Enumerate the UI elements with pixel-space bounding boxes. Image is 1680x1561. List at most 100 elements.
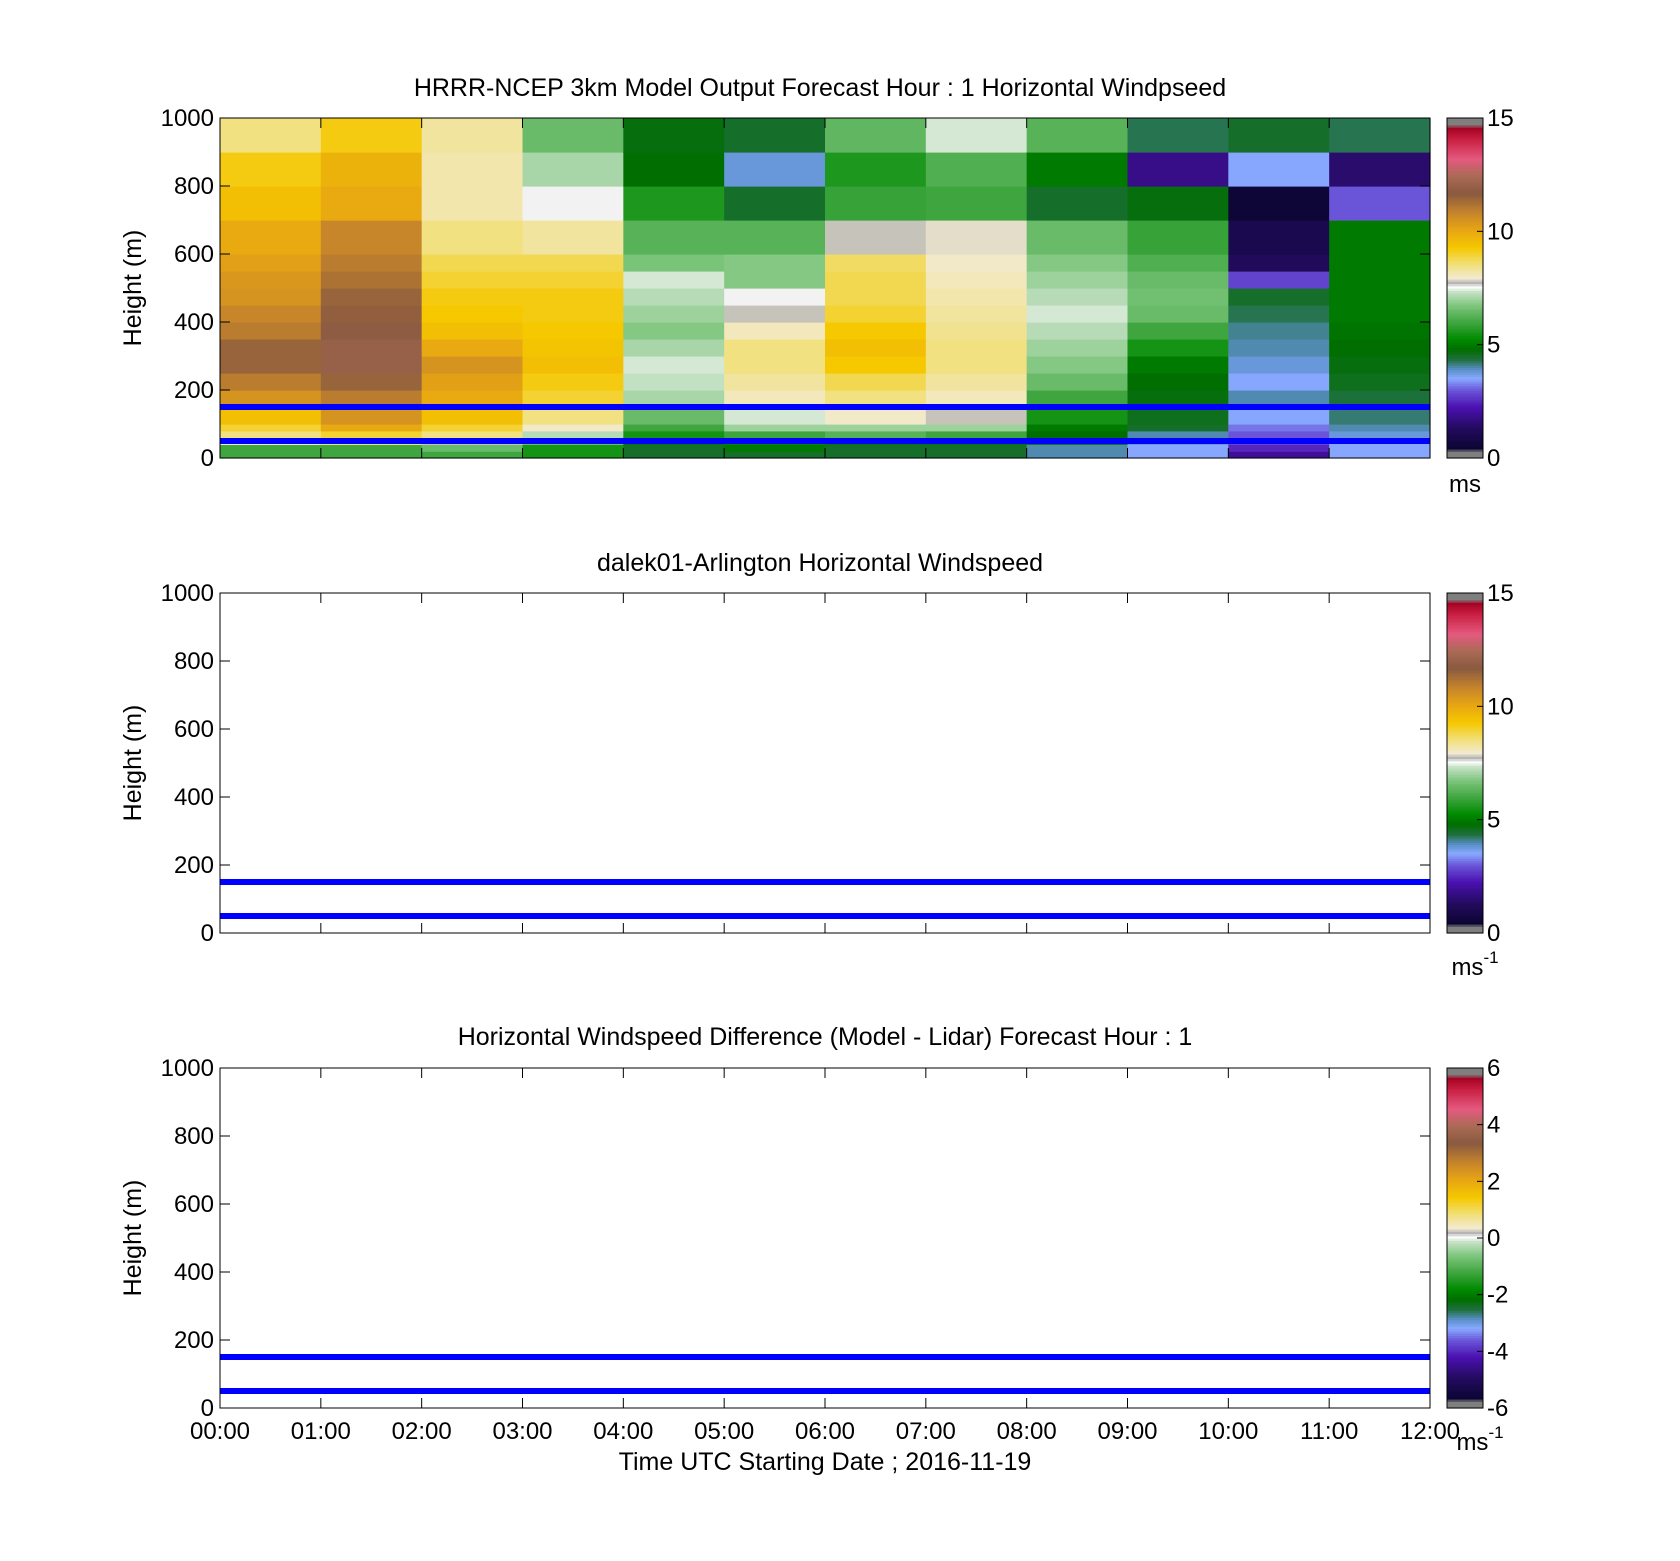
colorbar-segment (1447, 654, 1483, 658)
colorbar-segment (1447, 1262, 1483, 1266)
colorbar-segment (1447, 1355, 1483, 1359)
colorbar-segment (1447, 378, 1483, 382)
colorbar-segment (1447, 235, 1483, 239)
colorbar-segment (1447, 1172, 1483, 1176)
colorbar-segment (1447, 695, 1483, 698)
colorbar-segment (1447, 1194, 1483, 1198)
colorbar-segment (1447, 131, 1483, 135)
x-tick-label: 07:00 (896, 1418, 956, 1445)
colorbar-segment (1447, 396, 1483, 400)
colorbar-tick-label: 6 (1487, 1055, 1500, 1082)
colorbar-segment (1447, 1179, 1483, 1182)
colorbar-segment (1447, 1072, 1483, 1076)
colorbar-segment (1447, 152, 1483, 155)
heatmap-cell (320, 186, 423, 221)
colorbar: 0 5 10 15 (1446, 105, 1514, 472)
colorbar-segment (1447, 697, 1483, 701)
colorbar-segment (1447, 1140, 1483, 1144)
heatmap-cell (1228, 444, 1330, 452)
y-tick-label: 800 (174, 173, 214, 200)
colorbar-segment (1447, 679, 1483, 682)
heatmap-cell (522, 424, 624, 432)
colorbar-segment (1447, 1206, 1483, 1210)
colorbar-segment (1447, 133, 1483, 137)
colorbar-segment (1447, 285, 1483, 289)
heatmap-cell (1026, 339, 1129, 357)
heatmap-cell (1127, 356, 1229, 374)
heatmap-cell (1329, 451, 1431, 459)
heatmap-cell (421, 322, 524, 340)
x-tick-label: 05:00 (694, 1418, 754, 1445)
colorbar-segment (1447, 661, 1483, 664)
colorbar-segment (1447, 681, 1483, 685)
colorbar-segment (1447, 676, 1483, 680)
colorbar-segment (1447, 1403, 1483, 1407)
colorbar-segment (1447, 281, 1483, 285)
colorbar-segment (1447, 1328, 1483, 1332)
colorbar-segment (1447, 871, 1483, 875)
colorbar-segment (1447, 765, 1483, 769)
heatmap-cell (421, 339, 524, 357)
heatmap-cell (320, 271, 423, 289)
colorbar-segment (1447, 1376, 1483, 1380)
colorbar-segment (1447, 1362, 1483, 1366)
heatmap-cell (1127, 118, 1229, 153)
colorbar-segment (1447, 1088, 1483, 1092)
colorbar-segment (1447, 1249, 1483, 1253)
colorbar-segment (1447, 763, 1483, 766)
colorbar-segment (1447, 138, 1483, 142)
colorbar-segment (1447, 210, 1483, 214)
heatmap-cell (220, 271, 322, 289)
colorbar-segment (1447, 1106, 1483, 1110)
colorbar-segment (1447, 1097, 1483, 1101)
colorbar-tick-label: 5 (1487, 332, 1500, 359)
colorbar-segment (1447, 367, 1483, 371)
heatmap-cell (220, 254, 322, 272)
heatmap-cell (724, 373, 826, 391)
axis-ticks: 0 200 400 600 800 1000 (161, 580, 1431, 947)
colorbar-tick-label: 2 (1487, 1168, 1500, 1195)
colorbar-segment (1447, 1208, 1483, 1212)
heatmap-cell (421, 407, 524, 425)
heatmap-cell (220, 430, 322, 439)
colorbar-segment (1447, 1387, 1483, 1391)
heatmap-cell (1329, 430, 1431, 439)
colorbar-segment (1447, 894, 1483, 898)
colorbar-segment (1447, 733, 1483, 737)
colorbar-segment (1447, 1405, 1483, 1409)
colorbar-segment (1447, 665, 1483, 669)
heatmap-cell (623, 444, 725, 452)
heatmap-cell (320, 152, 423, 187)
colorbar-segment (1447, 649, 1483, 653)
heatmap-cell (623, 220, 725, 255)
colorbar-segment (1447, 256, 1483, 260)
colorbar-segment (1447, 713, 1483, 716)
panel-title: HRRR-NCEP 3km Model Output Forecast Hour… (414, 74, 1226, 102)
y-tick-label: 0 (201, 445, 214, 472)
colorbar-segment (1447, 1346, 1483, 1350)
colorbar-segment (1447, 276, 1483, 280)
heatmap-cell (220, 424, 322, 432)
heatmap-cell (1329, 118, 1431, 153)
colorbar-segment (1447, 926, 1483, 930)
colorbar-segment (1447, 874, 1483, 877)
colorbar-segment (1447, 428, 1483, 432)
colorbar-segment (1447, 161, 1483, 164)
heatmap-cell (724, 356, 826, 374)
colorbar-segment (1447, 1117, 1483, 1121)
colorbar-segment (1447, 1283, 1483, 1287)
colorbar-segment (1447, 317, 1483, 321)
colorbar-tick-label: 15 (1487, 105, 1514, 132)
heatmap-cell (1026, 451, 1129, 459)
colorbar-segment (1447, 1142, 1483, 1146)
colorbar-segment (1447, 288, 1483, 291)
colorbar-segment (1447, 767, 1483, 771)
colorbar-segment (1447, 1358, 1483, 1361)
colorbar-segment (1447, 785, 1483, 789)
heatmap-cell (522, 152, 624, 187)
colorbar-segment (1447, 749, 1483, 753)
colorbar-segment (1447, 860, 1483, 864)
colorbar-segment (1447, 719, 1483, 723)
colorbar-segment (1447, 851, 1483, 855)
